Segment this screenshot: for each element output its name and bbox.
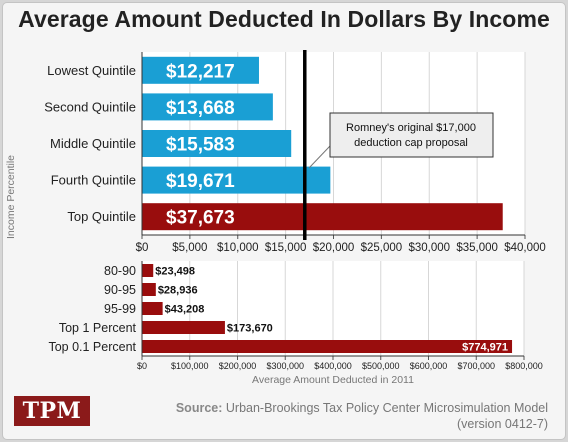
category-label: Top Quintile xyxy=(67,209,136,224)
source-note: Source: Urban-Brookings Tax Policy Cente… xyxy=(148,400,548,432)
x-tick-label: $600,000 xyxy=(410,361,448,371)
x-tick-label: $200,000 xyxy=(219,361,257,371)
x-tick-label: $100,000 xyxy=(171,361,209,371)
x-tick-label: $500,000 xyxy=(362,361,400,371)
source-text: Urban-Brookings Tax Policy Center Micros… xyxy=(225,401,548,415)
x-tick-label: $10,000 xyxy=(217,242,259,254)
bar xyxy=(142,130,292,157)
data-label: $43,208 xyxy=(165,304,205,316)
bar xyxy=(142,166,331,194)
x-tick-label: $20,000 xyxy=(313,242,355,254)
chart-title: Average Amount Deducted In Dollars By In… xyxy=(18,6,550,32)
bar xyxy=(142,283,156,296)
x-axis-title: Average Amount Deducted in 2011 xyxy=(252,374,414,386)
bar xyxy=(142,321,225,334)
data-label: $28,936 xyxy=(158,285,198,297)
category-label: 95-99 xyxy=(104,302,136,316)
callout-line1: Romney's original $17,000 xyxy=(346,122,476,134)
callout-line2: deduction cap proposal xyxy=(354,137,468,149)
x-tick-label: $40,000 xyxy=(504,242,546,254)
category-label: Middle Quintile xyxy=(50,136,136,151)
tpm-logo: TPM xyxy=(14,396,90,426)
x-tick-label: $0 xyxy=(137,361,147,371)
x-tick-label: $25,000 xyxy=(361,242,403,254)
data-label: $15,583 xyxy=(166,135,235,156)
x-tick-label: $15,000 xyxy=(265,242,307,254)
x-tick-label: $0 xyxy=(136,242,149,254)
x-tick-label: $5,000 xyxy=(172,242,207,254)
bar xyxy=(142,203,503,231)
category-label: 80-90 xyxy=(104,264,136,278)
bar xyxy=(142,56,259,84)
bar xyxy=(142,340,513,353)
callout-pointer xyxy=(308,145,331,169)
data-label: $37,673 xyxy=(166,208,235,229)
source-label: Source: xyxy=(175,401,223,415)
bar xyxy=(142,264,154,277)
data-label: $19,671 xyxy=(166,171,235,192)
bar xyxy=(142,93,273,121)
bar xyxy=(142,302,163,315)
source-version: (version 0412-7) xyxy=(456,417,548,431)
x-tick-label: $800,000 xyxy=(505,361,543,371)
callout-box xyxy=(329,112,494,158)
x-tick-label: $400,000 xyxy=(314,361,352,371)
category-label: 90-95 xyxy=(104,283,136,297)
y-axis-title: Income Percentile xyxy=(5,155,17,239)
x-tick-label: $700,000 xyxy=(457,361,495,371)
category-label: Top 0.1 Percent xyxy=(48,340,136,354)
data-label: $173,670 xyxy=(227,323,273,335)
data-label: $13,668 xyxy=(166,98,235,119)
category-label: Top 1 Percent xyxy=(59,321,137,335)
x-tick-label: $35,000 xyxy=(456,242,498,254)
data-label: $774,971 xyxy=(462,342,508,354)
category-label: Second Quintile xyxy=(44,99,136,114)
category-label: Lowest Quintile xyxy=(47,63,136,78)
data-label: $23,498 xyxy=(155,266,195,278)
x-tick-label: $30,000 xyxy=(408,242,450,254)
category-label: Fourth Quintile xyxy=(51,173,136,188)
x-tick-label: $300,000 xyxy=(266,361,304,371)
data-label: $12,217 xyxy=(166,61,235,82)
